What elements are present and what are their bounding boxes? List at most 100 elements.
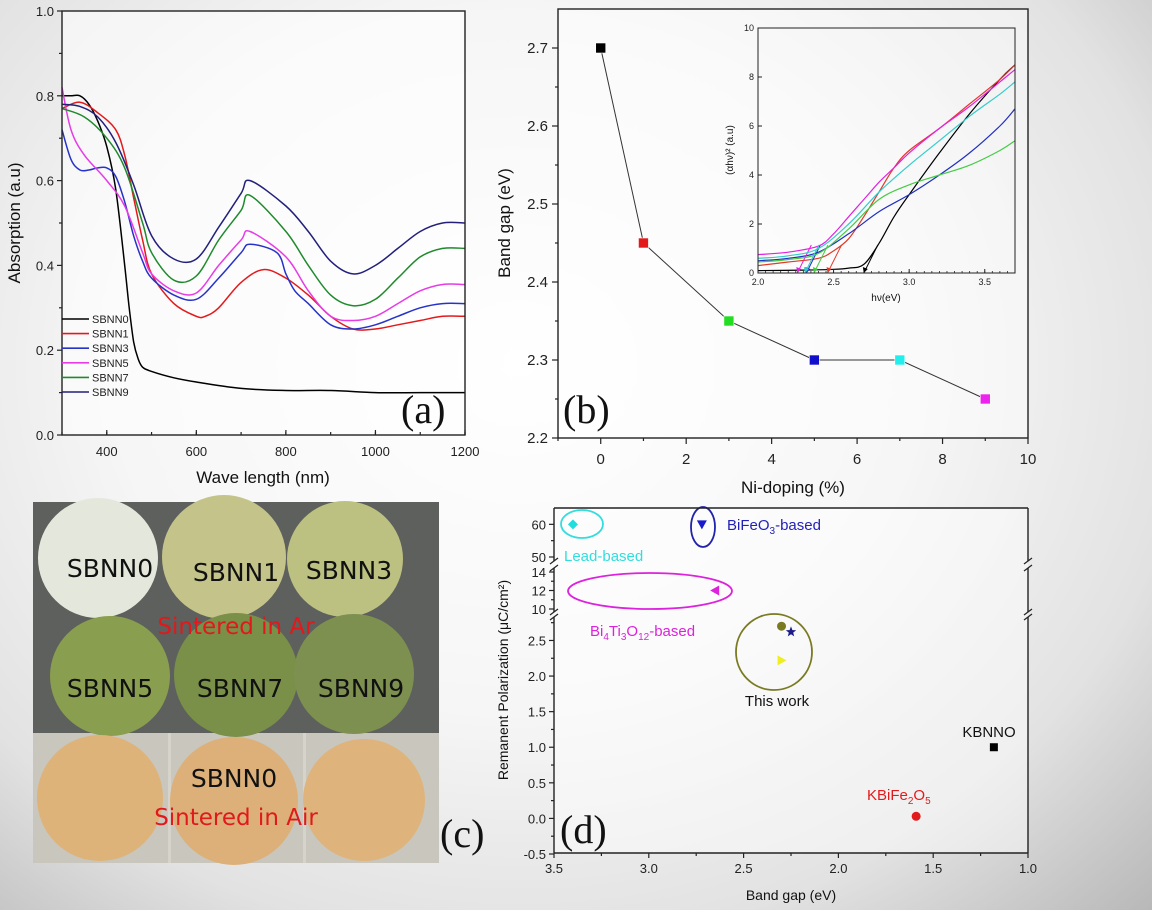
panel-a-legend: SBNN0 SBNN1 SBNN3 SBNN5 SBNN7 SBNN9 [62, 314, 129, 399]
inset-tangent-arrow-icon [812, 267, 818, 273]
x-tick-label: 2.5 [735, 861, 753, 876]
pellet-label: SBNN1 [193, 558, 279, 587]
bifeo3-ellipse [690, 506, 716, 548]
panel-d-ticks: 3.5 3.0 2.5 2.0 1.5 1.0 -0.5 0.0 0.5 1.0 1.5 2.0 2.5… [524, 517, 1037, 876]
series-line-sbnn7 [61, 107, 466, 307]
annotation-bi4ti3o12-based: Bi4Ti3O12-based [590, 623, 695, 643]
inset-line-sbnn0 [757, 64, 1016, 272]
axis-break-mark-left [549, 557, 559, 565]
y-tick-label: 2.7 [527, 40, 548, 57]
x-tick-label: 1000 [361, 444, 390, 459]
legend-label-sbnn0: SBNN0 [92, 314, 129, 326]
pellet-sbnn7 [174, 613, 298, 737]
x-tick-label: 0 [597, 451, 605, 468]
panel-a-chart: 400 600 800 1000 1200 0.0 0.2 0.4 0.6 0.8 1.0 SBNN… [5, 4, 479, 487]
panel-a-label: (a) [401, 387, 445, 432]
pellet-sbnn3 [287, 501, 403, 617]
y-tick-label: 14 [532, 565, 546, 580]
bit-part: -based [649, 623, 695, 640]
legend-label-sbnn5: SBNN5 [92, 358, 129, 370]
point-lead-based [567, 519, 578, 530]
bit-part: Bi [590, 623, 603, 640]
panel-d-label: (d) [560, 807, 607, 852]
inset-x-tick-label: 3.0 [903, 277, 916, 287]
pellet-sbnn5 [50, 616, 170, 736]
pellet-label: SBNN9 [318, 674, 404, 703]
axis-break-mark-left [549, 608, 559, 616]
band-gap-marker [809, 354, 820, 366]
x-tick-label: 8 [938, 451, 946, 468]
axis-break-mark-right [1023, 608, 1033, 616]
band-gap-marker [894, 354, 906, 366]
y-tick-label: 60 [532, 517, 546, 532]
axis-break-mark-left [549, 564, 559, 572]
pellet-air-1 [37, 735, 163, 861]
pellet-label: SBNN7 [197, 674, 283, 703]
y-tick-label: 2.2 [527, 430, 548, 447]
y-tick-label: 1.0 [528, 740, 546, 755]
inset-xlabel: hν(eV) [871, 293, 900, 304]
axis-break-mark-left [549, 613, 559, 621]
band-gap-marker [638, 237, 649, 249]
x-tick-label: 3.5 [545, 861, 563, 876]
y-tick-label: 0.6 [36, 174, 54, 189]
band-gap-line [600, 47, 986, 400]
point-kbife2o5 [911, 811, 921, 821]
x-tick-label: 10 [1020, 451, 1037, 468]
series-line-sbnn9 [61, 103, 466, 275]
panel-b-frame [557, 8, 1029, 439]
annotation-this-work: This work [745, 693, 810, 710]
y-tick-label: 0.8 [36, 89, 54, 104]
y-tick-label: 2.5 [528, 633, 546, 648]
inset-ticks: 2.0 2.5 3.0 3.5 0 2 4 6 8 10 [744, 23, 1016, 287]
panel-d-ylabel: Remanent Polarization (μC/cm²) [495, 580, 511, 780]
panel-b-ticks: 0 2 4 6 8 10 2.2 2.3 2.4 2.5 2.6 2.7 [527, 40, 1036, 468]
bit-sub: 3 [621, 632, 627, 643]
y-tick-label: 0.0 [36, 428, 54, 443]
this-work-circle [735, 613, 813, 691]
bit-part: Ti [609, 623, 621, 640]
x-tick-label: 4 [767, 451, 775, 468]
inset-line-sbnn7 [757, 140, 1016, 263]
inset-y-tick-label: 8 [749, 72, 754, 82]
series-line-sbnn5 [61, 87, 466, 322]
lead-based-ellipse [560, 509, 604, 539]
x-tick-label: 3.0 [640, 861, 658, 876]
inset-x-tick-label: 3.5 [979, 277, 992, 287]
y-tick-label: 2.3 [527, 352, 548, 369]
x-tick-label: 600 [185, 444, 207, 459]
band-gap-marker [979, 393, 991, 405]
y-tick-label: 0.2 [36, 343, 54, 358]
axis-break-mark-right [1023, 564, 1033, 572]
pellet-air-3 [303, 739, 425, 861]
pellet-label: SBNN5 [67, 674, 153, 703]
annotation-lead-based: Lead-based [564, 548, 643, 565]
y-tick-label: 2.6 [527, 118, 548, 135]
inset-line-sbnn9 [757, 81, 1016, 259]
annotation-bifeo3-after: -based [775, 517, 821, 534]
panel-b-ylabel: Band gap (eV) [495, 168, 514, 278]
x-tick-label: 800 [275, 444, 297, 459]
inset-x-tick-label: 2.5 [827, 277, 840, 287]
x-tick-label: 1.0 [1019, 861, 1037, 876]
y-tick-label: 0.5 [528, 776, 546, 791]
y-tick-label: 12 [532, 584, 546, 599]
pellet-air-2 [170, 737, 298, 865]
pellet-label: SBNN0 [67, 554, 153, 583]
panel-a-xlabel: Wave length (nm) [196, 468, 330, 487]
bit-sub: 12 [638, 632, 650, 643]
inset-ylabel: (αhν)² (a.u) [725, 125, 736, 175]
y-tick-label: 1.0 [36, 4, 54, 19]
inset-line-sbnn3 [757, 108, 1016, 262]
pellets-group: SBNN0 SBNN1 SBNN3 SBNN5 SBNN7 SBNN9 SBNN0 [37, 495, 425, 865]
x-tick-label: 400 [96, 444, 118, 459]
inset-x-tick-label: 2.0 [752, 277, 765, 287]
panel-a-ticks: 400 600 800 1000 1200 0.0 0.2 0.4 0.6 0.8 1.0 [36, 4, 480, 459]
panel-d-marks [560, 506, 998, 821]
x-tick-label: 2 [682, 451, 690, 468]
x-tick-label: 6 [853, 451, 861, 468]
pellet-label: SBNN3 [306, 556, 392, 585]
legend-label-sbnn9: SBNN9 [92, 387, 129, 399]
x-tick-label: 1.5 [924, 861, 942, 876]
